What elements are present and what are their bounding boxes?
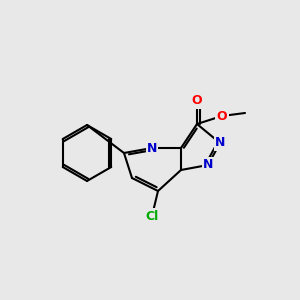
Text: Cl: Cl bbox=[146, 209, 159, 223]
Text: N: N bbox=[203, 158, 213, 172]
Text: N: N bbox=[147, 142, 157, 154]
Text: O: O bbox=[192, 94, 202, 107]
Text: O: O bbox=[217, 110, 227, 122]
Text: N: N bbox=[215, 136, 225, 149]
